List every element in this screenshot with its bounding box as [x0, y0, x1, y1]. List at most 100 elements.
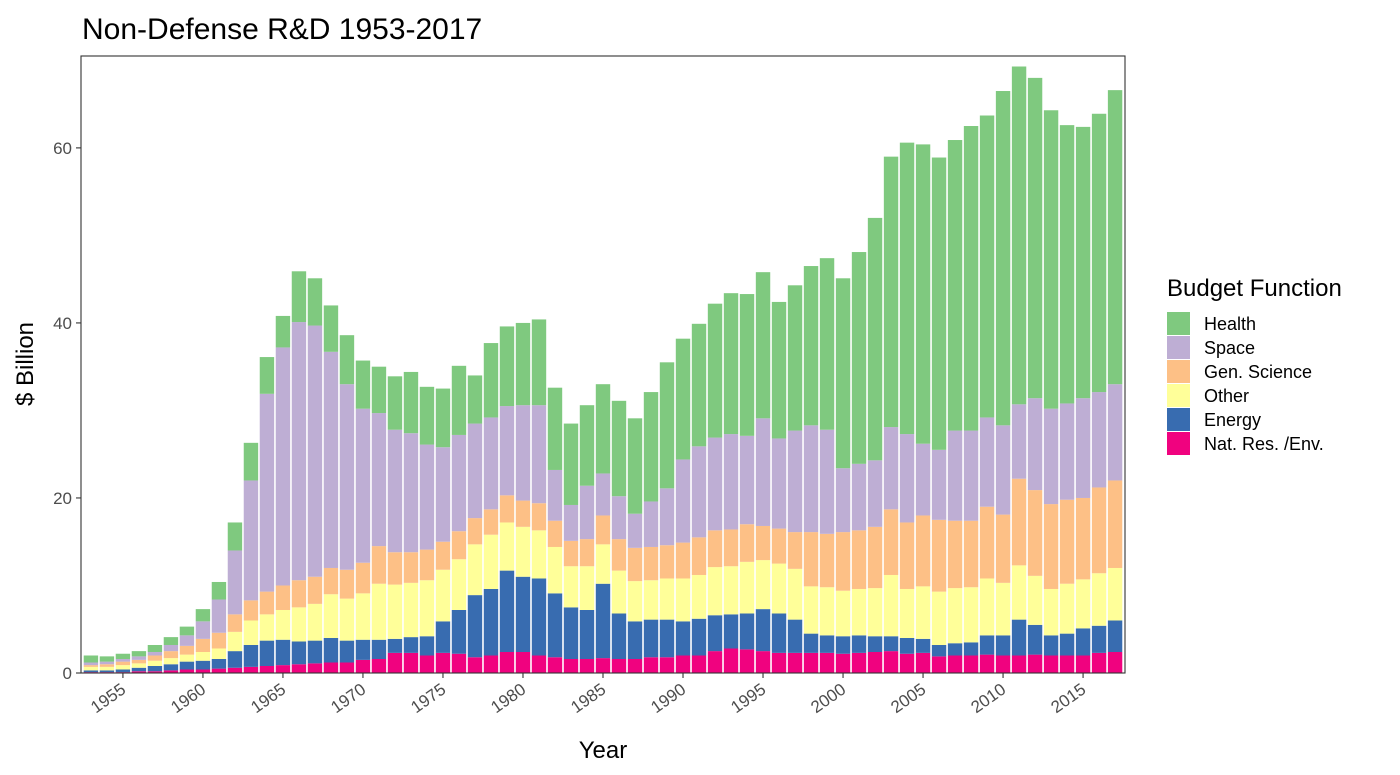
bar-gen-science-1996: [771, 528, 787, 564]
bar-nat-res-env-2011: [1011, 655, 1027, 673]
bar-health-1995: [755, 272, 771, 419]
bar-gen-science-2014: [1059, 499, 1075, 584]
bar-space-1980: [515, 405, 531, 501]
bar-health-1976: [451, 365, 467, 435]
bar-gen-science-1964: [259, 591, 275, 615]
bar-other-1973: [403, 582, 419, 638]
bar-energy-2010: [995, 635, 1011, 656]
bar-energy-1988: [643, 619, 659, 658]
bar-space-1991: [691, 446, 707, 538]
bar-energy-1973: [403, 637, 419, 653]
bar-nat-res-env-2006: [931, 656, 947, 673]
bar-other-2004: [899, 588, 915, 638]
bar-other-1961: [211, 648, 227, 659]
y-tick-label: 40: [53, 314, 72, 333]
bar-energy-1959: [179, 661, 195, 670]
x-tick-label: 2015: [1047, 680, 1089, 717]
bar-gen-science-2016: [1091, 487, 1107, 574]
bar-gen-science-1959: [179, 645, 195, 655]
bar-space-1998: [803, 425, 819, 533]
legend-swatch-space: [1167, 336, 1190, 359]
bar-gen-science-1965: [275, 585, 291, 610]
bar-nat-res-env-1962: [227, 667, 243, 673]
bar-other-1953: [83, 666, 99, 671]
bar-nat-res-env-1996: [771, 652, 787, 673]
bar-gen-science-1967: [307, 576, 323, 604]
bar-health-1991: [691, 323, 707, 447]
bar-health-1972: [387, 376, 403, 430]
bar-energy-1997: [787, 619, 803, 653]
bar-other-2006: [931, 591, 947, 645]
x-axis-title: Year: [579, 737, 628, 764]
bar-nat-res-env-2004: [899, 653, 915, 673]
bar-nat-res-env-1975: [435, 652, 451, 673]
bar-space-2008: [963, 430, 979, 521]
bar-gen-science-1998: [803, 532, 819, 587]
bar-nat-res-env-1972: [387, 652, 403, 673]
bar-health-2005: [915, 144, 931, 444]
x-tick-label: 1965: [247, 680, 289, 717]
bar-energy-2014: [1059, 633, 1075, 656]
bar-health-2006: [931, 157, 947, 450]
bar-nat-res-env-1968: [323, 662, 339, 673]
bar-nat-res-env-1971: [371, 658, 387, 673]
bar-nat-res-env-1991: [691, 655, 707, 673]
bar-space-1960: [195, 621, 211, 639]
bar-health-1954: [99, 656, 115, 662]
bar-other-1977: [467, 544, 483, 596]
bar-space-1979: [499, 406, 515, 496]
bar-gen-science-2009: [979, 506, 995, 579]
bar-nat-res-env-1973: [403, 652, 419, 673]
bar-other-2001: [851, 588, 867, 636]
bar-health-2017: [1107, 90, 1123, 385]
bar-energy-1982: [547, 593, 563, 658]
bar-energy-1972: [387, 638, 403, 653]
bar-health-1966: [291, 271, 307, 323]
bar-health-1997: [787, 285, 803, 431]
bar-other-1991: [691, 574, 707, 619]
bar-gen-science-1969: [339, 569, 355, 599]
bar-health-1984: [579, 405, 595, 486]
bar-health-2002: [867, 217, 883, 461]
bar-other-1988: [643, 580, 659, 620]
bar-nat-res-env-1993: [723, 648, 739, 673]
y-tick-label: 60: [53, 139, 72, 158]
bar-other-1975: [435, 569, 451, 622]
bar-energy-1979: [499, 570, 515, 652]
bar-nat-res-env-1964: [259, 665, 275, 673]
bar-health-1996: [771, 301, 787, 439]
bar-other-1971: [371, 583, 387, 640]
bar-nat-res-env-1965: [275, 665, 291, 673]
bar-nat-res-env-2007: [947, 655, 963, 673]
bar-nat-res-env-1995: [755, 651, 771, 673]
bar-energy-2011: [1011, 619, 1027, 656]
x-tick-label: 1970: [327, 680, 369, 717]
bar-nat-res-env-1970: [355, 659, 371, 673]
bar-space-1988: [643, 501, 659, 547]
bar-nat-res-env-2009: [979, 654, 995, 673]
bar-space-1997: [787, 430, 803, 533]
bar-space-1972: [387, 429, 403, 553]
bar-other-1979: [499, 522, 515, 571]
bar-other-2007: [947, 588, 963, 644]
bar-space-1969: [339, 384, 355, 570]
bar-space-1967: [307, 325, 323, 577]
legend-label-nat-res-env: Nat. Res. /Env.: [1204, 434, 1324, 454]
bar-other-1997: [787, 568, 803, 620]
bar-gen-science-2011: [1011, 478, 1027, 566]
legend: Budget Function Health Space Gen. Science O…: [1167, 275, 1342, 455]
bar-gen-science-1980: [515, 500, 531, 527]
bar-space-2012: [1027, 398, 1043, 491]
bar-health-2007: [947, 140, 963, 431]
bar-health-1960: [195, 609, 211, 622]
bar-other-2002: [867, 588, 883, 637]
bar-space-1965: [275, 347, 291, 586]
bar-other-2012: [1027, 575, 1043, 625]
bar-nat-res-env-1985: [595, 658, 611, 673]
bar-space-1975: [435, 447, 451, 542]
bar-health-1998: [803, 266, 819, 426]
bar-nat-res-env-1958: [163, 670, 179, 673]
bar-nat-res-env-1961: [211, 668, 227, 673]
bar-nat-res-env-1988: [643, 657, 659, 673]
bar-other-2016: [1091, 573, 1107, 626]
